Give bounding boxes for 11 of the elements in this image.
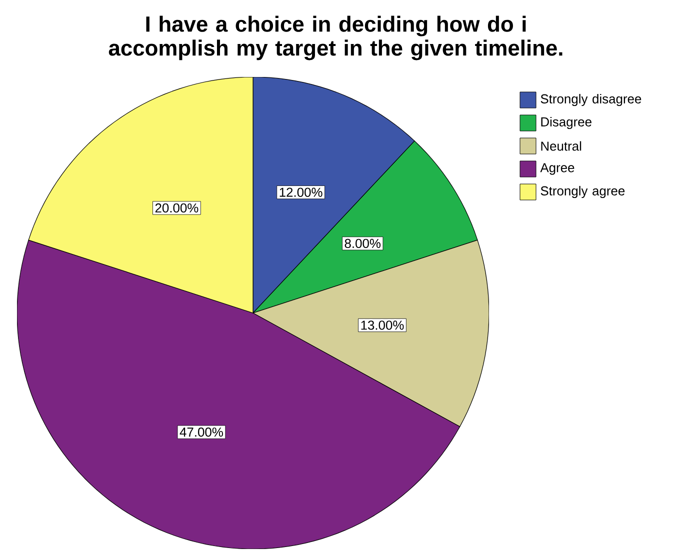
data-label: 47.00% (180, 428, 223, 437)
data-label: 13.00% (361, 320, 404, 330)
legend-label: Disagree (541, 116, 592, 130)
legend-label: Neutral (541, 141, 582, 151)
data-label: 12.00% (280, 188, 322, 197)
legend-label: Agree (540, 163, 574, 175)
legend-label: Strongly disagree (540, 94, 642, 106)
data-label: 8.00% (344, 238, 381, 248)
chart-title: I have a choice in deciding how do i accomplish my target in the given timeline. (108, 16, 562, 60)
legend-label: Strongly agree (540, 186, 625, 198)
data-label: 20.00% (155, 203, 198, 213)
